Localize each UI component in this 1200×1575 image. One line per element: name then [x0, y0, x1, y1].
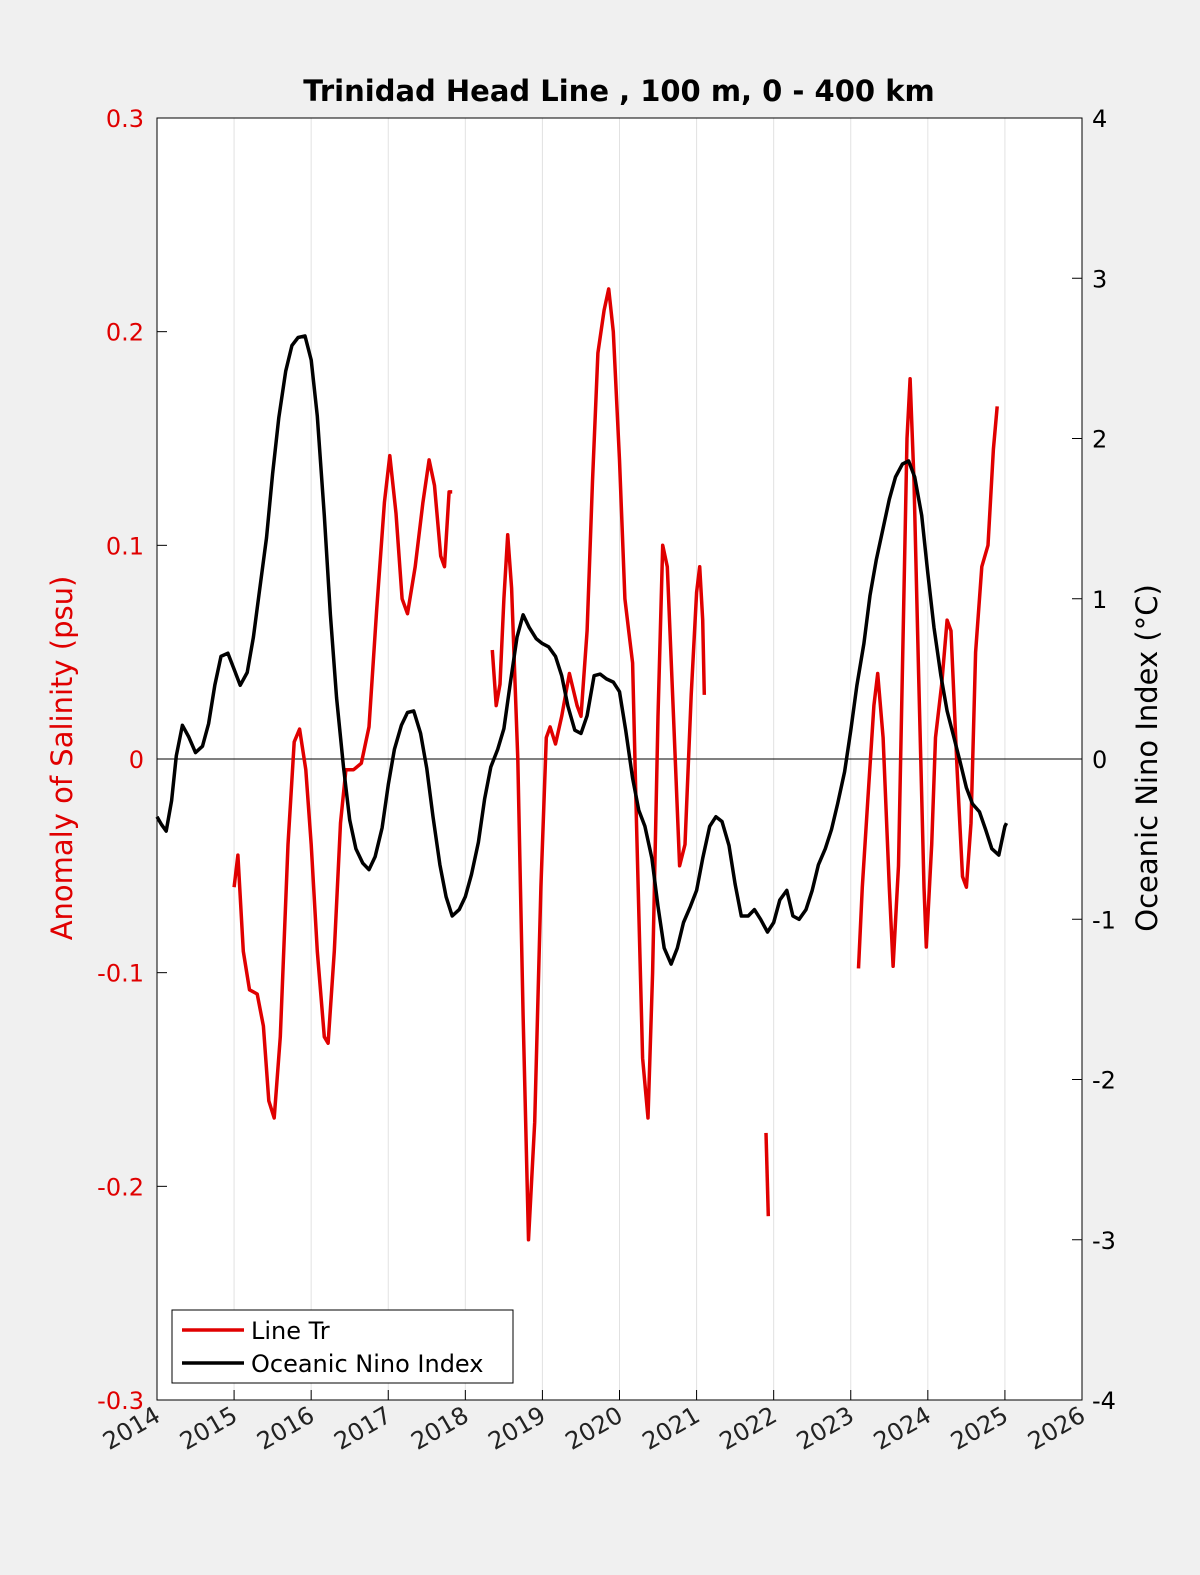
right-tick-label: 1	[1092, 586, 1107, 614]
left-axis-label: Anomaly of Salinity (psu)	[45, 576, 79, 941]
line-tr-segment-4	[856, 376, 999, 969]
left-tick-label: 0	[129, 746, 144, 774]
oni-line	[155, 334, 1009, 966]
line-tr-segment-2	[490, 287, 707, 1242]
right-tick-label: -2	[1092, 1067, 1116, 1095]
left-tick-label: 0.1	[106, 532, 144, 560]
x-tick-label: 2020	[561, 1401, 628, 1456]
x-tick-label: 2019	[484, 1401, 551, 1456]
left-tick-label: -0.3	[97, 1387, 144, 1415]
right-axis: 4 3 2 1 0 -1 -2 -3 -4	[1072, 105, 1116, 1415]
legend-box	[171, 1309, 514, 1384]
left-tick-label: 0.3	[106, 105, 144, 133]
legend: Line Tr Oceanic Nino Index	[171, 1309, 514, 1384]
x-tick-label: 2021	[638, 1401, 705, 1456]
left-axis: 0.3 0.2 0.1 0 -0.1 -0.2 -0.3	[97, 105, 167, 1415]
right-tick-label: 3	[1092, 265, 1107, 293]
left-tick-label: -0.2	[97, 1173, 144, 1201]
x-tick-label: 2023	[792, 1401, 859, 1456]
left-tick-label: -0.1	[97, 960, 144, 988]
right-tick-label: -1	[1092, 906, 1116, 934]
x-tick-label: 2025	[946, 1401, 1013, 1456]
x-tick-label: 2015	[175, 1401, 242, 1456]
x-tick-label: 2017	[329, 1401, 396, 1456]
legend-label-oni: Oceanic Nino Index	[251, 1350, 483, 1378]
right-tick-label: -3	[1092, 1227, 1116, 1255]
right-tick-label: 4	[1092, 105, 1107, 133]
line-tr-segment-1	[232, 453, 453, 1120]
x-tick-label: 2026	[1023, 1401, 1090, 1456]
x-tick-label: 2016	[252, 1401, 319, 1456]
series-layer	[155, 287, 1009, 1242]
right-tick-label: 2	[1092, 426, 1107, 454]
right-tick-label: -4	[1092, 1387, 1116, 1415]
x-tick-label: 2024	[869, 1401, 936, 1456]
right-tick-label: 0	[1092, 746, 1107, 774]
x-tick-label: 2018	[406, 1401, 473, 1456]
right-axis-label: Oceanic Nino Index (°C)	[1130, 584, 1164, 932]
x-tick-label: 2022	[715, 1401, 782, 1456]
chart-title: Trinidad Head Line , 100 m, 0 - 400 km	[303, 74, 934, 108]
left-tick-label: 0.2	[106, 319, 144, 347]
line-tr-segment-3	[764, 1132, 771, 1217]
legend-label-line-tr: Line Tr	[251, 1317, 330, 1345]
